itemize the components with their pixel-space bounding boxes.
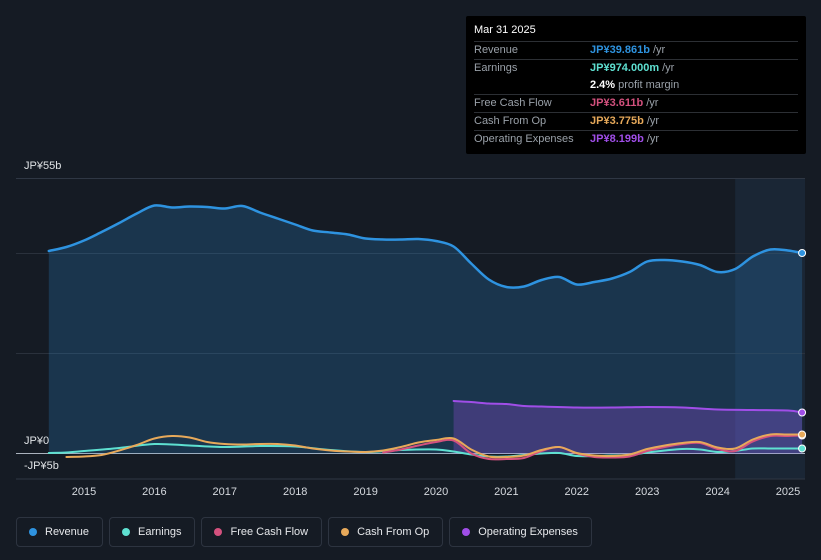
x-tick-label: 2024 [705, 486, 729, 498]
tooltip-value: 2.4% [590, 79, 616, 91]
chart-svg: 2015 2016 2017 2018 2019 2020 2021 2022 2023 2024… [16, 178, 807, 498]
legend-item-operating-expenses[interactable]: Operating Expenses [449, 517, 592, 547]
tooltip-row-operating-expenses: Operating Expenses JP¥8.199b /yr [474, 130, 798, 148]
tooltip-row-profit-margin: 2.4% profit margin [474, 77, 798, 94]
tooltip-value: JP¥3.611b [590, 97, 644, 109]
x-tick-label: 2017 [213, 486, 237, 498]
series-line-free-cash-flow [382, 434, 804, 461]
tooltip-unit: /yr [646, 115, 660, 127]
tooltip-label: Revenue [474, 44, 519, 56]
x-tick-label: 2022 [565, 486, 589, 498]
y-tick-label-top: JP¥55b [24, 160, 62, 172]
legend-label: Revenue [45, 526, 90, 538]
tooltip-unit: /yr [646, 97, 659, 109]
legend-dot-icon [29, 528, 37, 536]
tooltip-unit: /yr [662, 62, 675, 74]
y-tick-label-bottom: -JP¥5b [24, 460, 59, 472]
x-tick-label: 2021 [494, 486, 518, 498]
tooltip-label: Operating Expenses [474, 133, 574, 145]
future-highlight-band [735, 178, 805, 479]
x-tick-label: 2018 [283, 486, 307, 498]
legend-dot-icon [214, 528, 223, 536]
tooltip-value: JP¥3.775b [590, 115, 644, 127]
series-area-revenue [48, 205, 803, 454]
x-tick-label: 2025 [776, 486, 800, 498]
legend-item-cash-from-op[interactable]: Cash From Op [328, 517, 444, 547]
series-end-marker-earnings [798, 444, 807, 453]
series-end-marker-operating-expenses [798, 408, 807, 417]
tooltip-value: JP¥8.199b [590, 133, 644, 145]
series-line-revenue [47, 204, 804, 289]
legend-dot-icon [341, 528, 350, 536]
tooltip-unit: profit margin [618, 79, 680, 91]
x-tick-label: 2016 [142, 486, 166, 498]
tooltip-label [474, 77, 590, 94]
series-end-marker-cash-from-op [798, 430, 807, 439]
tooltip-unit: /yr [646, 133, 660, 145]
tooltip-label: Cash From Op [474, 115, 547, 127]
tooltip-value: JP¥974.000m [590, 62, 660, 74]
tooltip-label: Earnings [474, 62, 518, 74]
x-tick-label: 2019 [353, 486, 377, 498]
series-line-operating-expenses [452, 400, 804, 414]
legend-item-revenue[interactable]: Revenue [16, 517, 104, 547]
tooltip-row-revenue: Revenue JP¥39.861b /yr [474, 41, 798, 59]
tooltip-row-free-cash-flow: Free Cash Flow JP¥3.611b /yr [474, 94, 798, 112]
legend-label: Cash From Op [357, 526, 430, 538]
x-tick-label: 2015 [72, 486, 96, 498]
tooltip-row-earnings: Earnings JP¥974.000m /yr [474, 59, 798, 77]
tooltip-unit: /yr [652, 44, 666, 56]
series-line-cash-from-op [65, 433, 804, 459]
legend-label: Earnings [138, 526, 182, 538]
tooltip-value: JP¥39.861b [590, 44, 650, 56]
legend-dot-icon [122, 528, 131, 536]
series-end-marker-revenue [798, 249, 807, 257]
x-tick-label: 2023 [635, 486, 659, 498]
tooltip-label: Free Cash Flow [474, 97, 552, 109]
data-tooltip: Mar 31 2025 Revenue JP¥39.861b /yr Earni… [466, 16, 806, 154]
y-tick-label-zero: JP¥0 [24, 435, 50, 447]
legend-label: Free Cash Flow [230, 526, 309, 538]
legend-item-free-cash-flow[interactable]: Free Cash Flow [201, 517, 323, 547]
tooltip-date: Mar 31 2025 [474, 24, 536, 36]
tooltip-row-cash-from-op: Cash From Op JP¥3.775b /yr [474, 112, 798, 130]
x-tick-label: 2020 [424, 486, 448, 498]
legend-dot-icon [462, 528, 471, 536]
legend-label: Operating Expenses [478, 526, 578, 538]
chart-legend: Revenue Earnings Free Cash Flow Cash Fro… [16, 517, 592, 547]
series-area-operating-expenses [453, 401, 803, 454]
legend-item-earnings[interactable]: Earnings [109, 517, 196, 547]
